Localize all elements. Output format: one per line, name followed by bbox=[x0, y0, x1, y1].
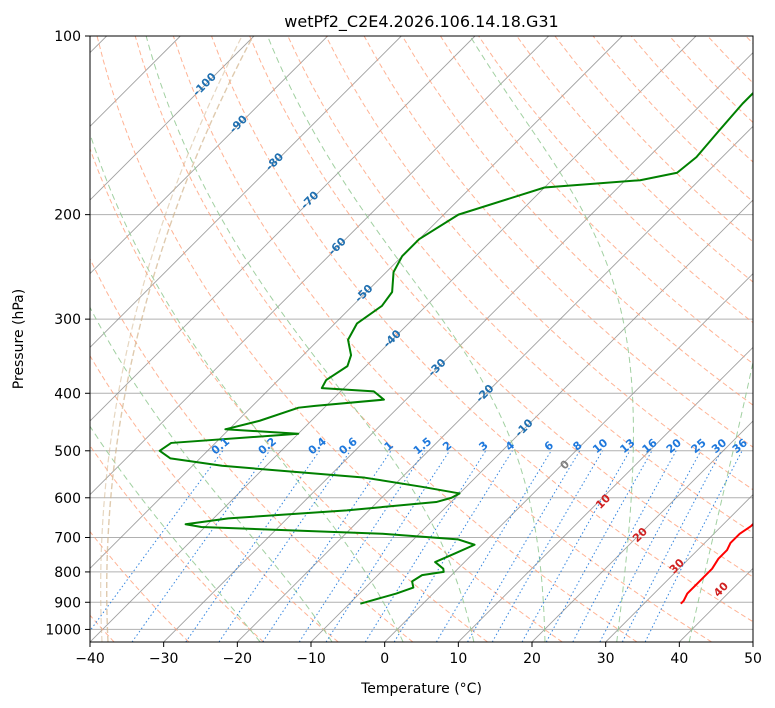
dry-adiabat-line bbox=[172, 36, 712, 642]
y-tick-label: 400 bbox=[54, 386, 81, 402]
x-tick-label: 10 bbox=[449, 651, 467, 667]
isotherm-line bbox=[90, 36, 697, 642]
mixing-ratio-line bbox=[644, 450, 743, 642]
y-tick-label: 600 bbox=[54, 491, 81, 507]
isotherm-line bbox=[90, 36, 549, 496]
plot-frame bbox=[89, 35, 754, 643]
y-tick-label: 300 bbox=[54, 312, 81, 328]
mixing-ratio-line bbox=[435, 450, 552, 642]
chart-title: wetPf2_C2E4.2026.106.14.18.G31 bbox=[284, 12, 558, 32]
x-axis-ticks: −40 −30 −20 −10 0 10 20 30 40 50 bbox=[75, 642, 762, 667]
y-axis-label: Pressure (hPa) bbox=[11, 289, 27, 389]
moist-adiabat-line bbox=[145, 36, 475, 642]
isotherm-line bbox=[384, 273, 753, 642]
y-tick-label: 1000 bbox=[45, 622, 81, 638]
isotherm-line bbox=[605, 494, 753, 642]
x-tick-label: 40 bbox=[670, 651, 688, 667]
isotherm-line bbox=[90, 36, 402, 348]
mixing-ratio-line bbox=[131, 450, 271, 642]
y-tick-label: 500 bbox=[54, 444, 81, 460]
dry-adiabat-line bbox=[90, 444, 264, 642]
dry-adiabat-line bbox=[90, 257, 414, 642]
mixing-ratio-line bbox=[572, 450, 677, 642]
dry-adiabat-line bbox=[516, 36, 753, 283]
mixing-ratio-line bbox=[298, 450, 426, 642]
y-tick-label: 200 bbox=[54, 208, 81, 224]
ice-curve-line bbox=[106, 36, 254, 642]
isotherm-line bbox=[531, 420, 753, 642]
dry-adiabat-line bbox=[211, 36, 753, 623]
x-tick-label: −30 bbox=[149, 651, 179, 667]
mixing-ratio-lines bbox=[90, 450, 743, 642]
ice-curve-line bbox=[100, 36, 243, 642]
isotherm-line bbox=[752, 641, 753, 642]
dry-adiabat-line bbox=[96, 36, 563, 642]
y-axis-ticks: 100 200 300 400 500 600 700 800 900 1000 bbox=[45, 29, 90, 638]
dry-adiabat-line bbox=[325, 36, 753, 491]
mixing-ratio-line bbox=[185, 450, 320, 642]
isotherm-line bbox=[90, 36, 328, 275]
x-tick-label: −10 bbox=[296, 651, 326, 667]
isotherm-line bbox=[90, 36, 623, 569]
mixing-ratio-line bbox=[545, 450, 653, 642]
mixing-ratio-line bbox=[325, 450, 450, 642]
isotherm-line bbox=[237, 125, 753, 642]
plot-background bbox=[90, 36, 753, 642]
ice-curve bbox=[100, 36, 254, 642]
dry-adiabat-line bbox=[90, 147, 488, 642]
moist-adiabat-line bbox=[688, 360, 753, 642]
isotherm-line bbox=[90, 36, 476, 422]
mixing-ratio-line bbox=[364, 450, 487, 642]
x-axis-label: Temperature (°C) bbox=[360, 681, 482, 697]
moist-adiabat-line bbox=[90, 425, 261, 642]
mixing-ratio-line bbox=[521, 450, 631, 642]
dry-adiabat-line bbox=[90, 354, 339, 642]
mixing-ratio-line bbox=[218, 450, 351, 642]
profile-series bbox=[158, 91, 753, 605]
moist-adiabat-line bbox=[90, 306, 333, 642]
dry-adiabat-line bbox=[90, 530, 190, 642]
mixing-ratio-line bbox=[599, 450, 702, 642]
dry-adiabat-line bbox=[401, 36, 753, 406]
y-tick-label: 900 bbox=[54, 595, 81, 611]
isotherm-line bbox=[458, 346, 753, 642]
isotherm-lines bbox=[90, 36, 753, 642]
x-tick-label: 30 bbox=[597, 651, 615, 667]
x-tick-label: 20 bbox=[523, 651, 541, 667]
moist-adiabat-line bbox=[267, 36, 546, 642]
isotherm-line bbox=[163, 52, 753, 642]
mixing-ratio-line bbox=[262, 450, 392, 642]
dry-adiabat-line bbox=[249, 36, 753, 578]
moist-adiabat-line bbox=[90, 132, 404, 642]
profile-line-2 bbox=[158, 91, 753, 605]
x-tick-label: 50 bbox=[744, 651, 762, 667]
profile-line-1 bbox=[680, 522, 753, 605]
dry-adiabat-line bbox=[440, 36, 753, 365]
x-tick-label: −40 bbox=[75, 651, 105, 667]
y-tick-label: 800 bbox=[54, 565, 81, 581]
dry-adiabat-line bbox=[134, 36, 638, 642]
dry-adiabat-lines bbox=[90, 36, 753, 642]
mixing-ratio-line bbox=[90, 450, 224, 632]
isotherm-line bbox=[90, 36, 255, 201]
x-tick-label: −20 bbox=[223, 651, 253, 667]
x-tick-label: 0 bbox=[380, 651, 389, 667]
y-tick-label: 700 bbox=[54, 531, 81, 547]
y-tick-label: 100 bbox=[54, 29, 81, 45]
